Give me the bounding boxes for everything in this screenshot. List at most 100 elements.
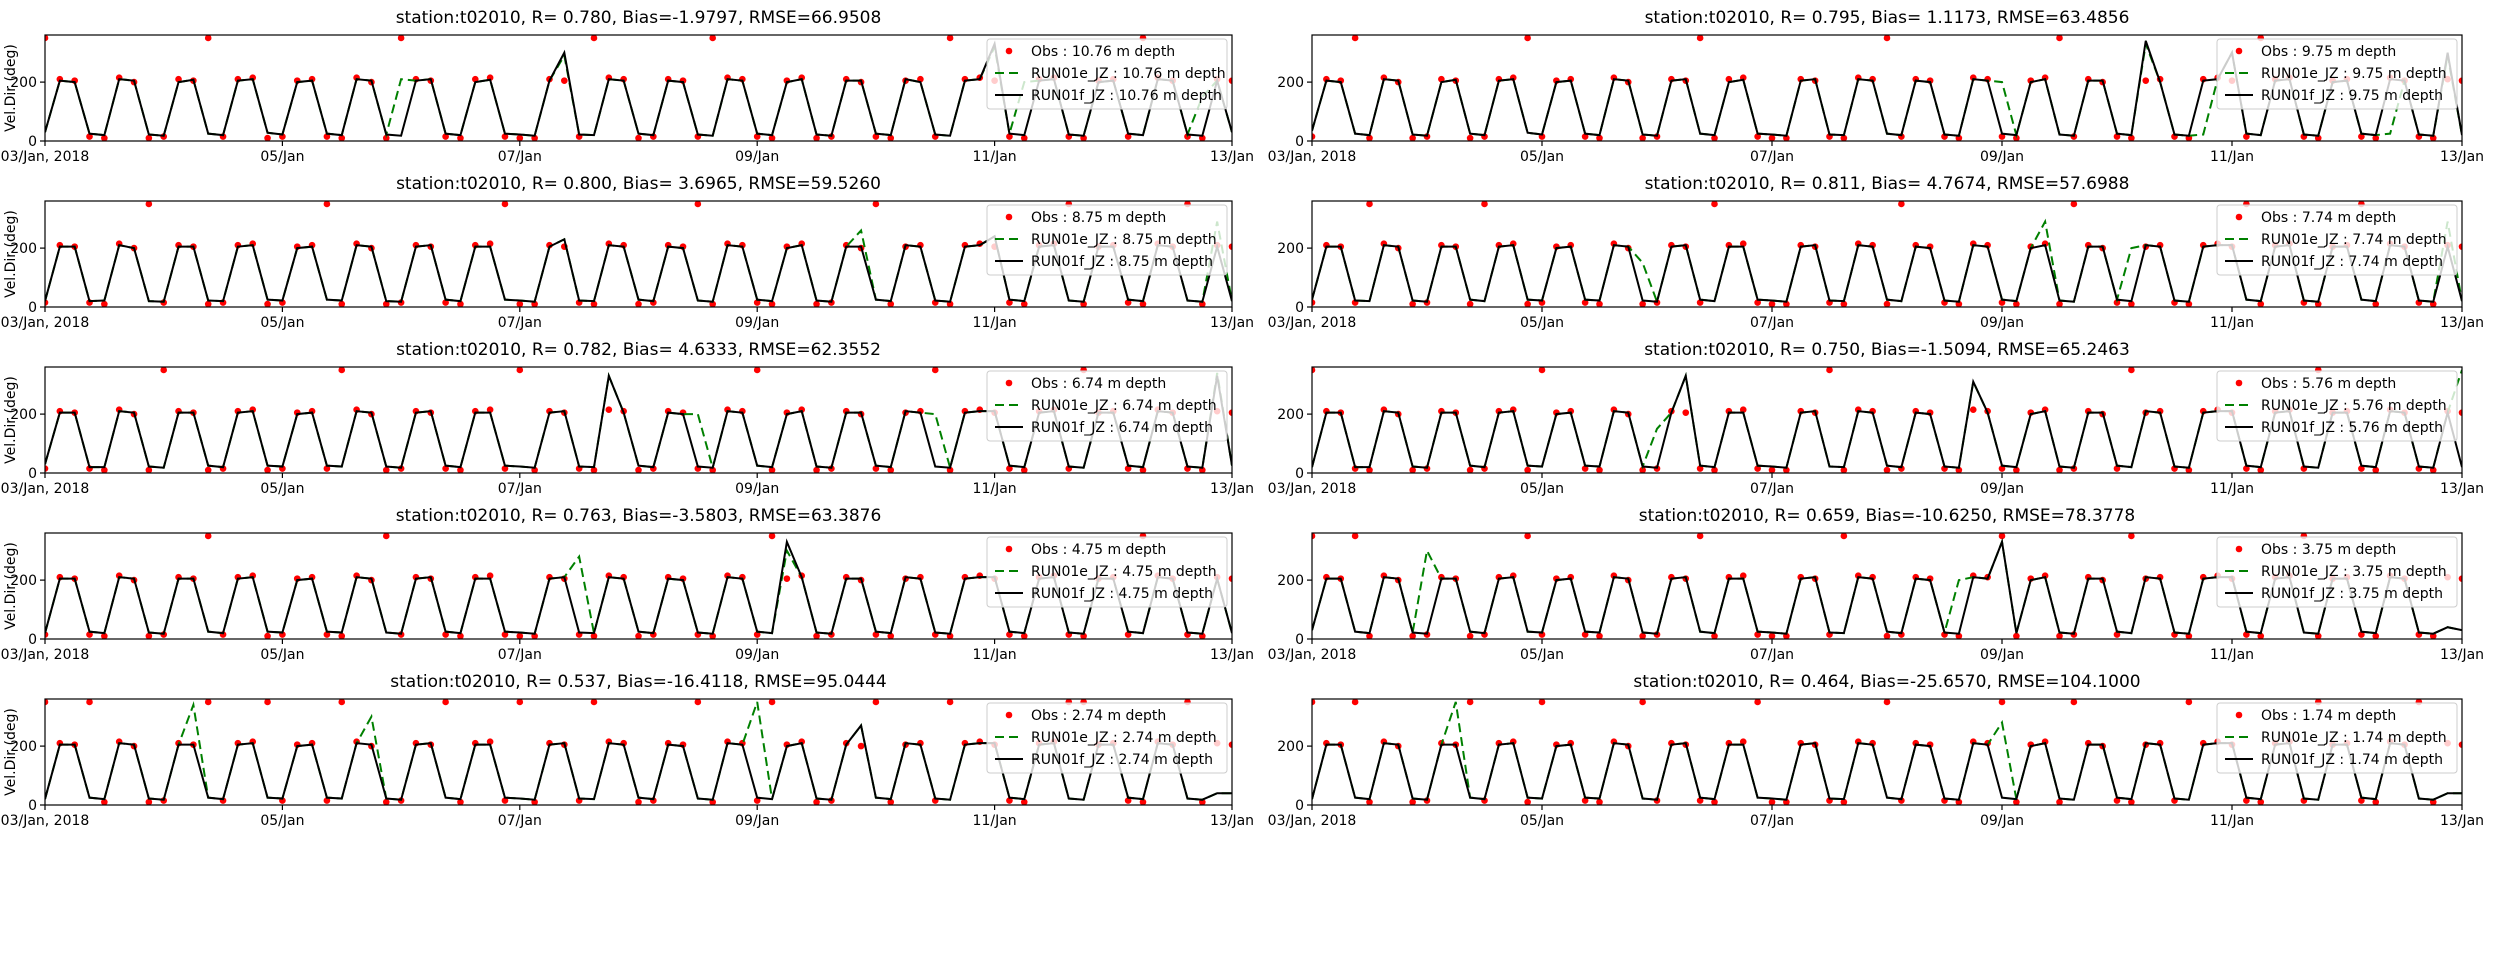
y-tick-label: 0 [1295,300,1304,316]
obs-point [323,797,331,804]
legend-marker [2235,545,2243,553]
obs-point [635,300,642,307]
subplot: station:t02010, R= 0.659, Bias=-10.6250,… [1268,506,2484,663]
obs-point [2056,798,2063,805]
x-tick-label: 09/Jan [735,315,779,331]
obs-point [1139,300,1147,307]
obs-point [2358,133,2365,140]
obs-point [338,632,346,639]
x-tick-label: 13/Jan [1210,481,1254,497]
obs-point [175,75,182,83]
x-tick-label: 05/Jan [1520,481,1564,497]
obs-point [931,367,939,374]
legend-label: RUN01f_JZ : 10.76 m depth [1031,88,1222,104]
legend-box [986,536,1228,608]
obs-point [1998,699,2006,706]
obs-point [1124,465,1132,472]
obs-point [1639,466,1646,473]
obs-point [323,631,331,638]
legend-marker [2235,711,2243,719]
obs-point [145,632,153,639]
obs-point [1739,406,1747,413]
x-tick-label: 03/Jan, 2018 [1,149,90,165]
y-tick-label: 0 [1295,466,1304,482]
obs-point [2070,699,2078,706]
legend-label: RUN01e_JZ : 6.74 m depth [1031,398,1217,414]
obs-point [590,300,598,307]
obs-point [2185,699,2193,706]
obs-point [1581,133,1589,140]
legend-label: RUN01e_JZ : 1.74 m depth [2261,730,2447,746]
obs-point [2358,631,2365,638]
y-tick-label: 200 [1277,241,1304,257]
obs-point [1883,699,1891,706]
subplot: station:t02010, R= 0.537, Bias=-16.4118,… [1,672,1254,829]
obs-point [145,466,153,473]
obs-point [1639,699,1646,706]
obs-point [1006,299,1013,306]
y-tick-label: 200 [10,573,37,589]
x-tick-label: 09/Jan [735,813,779,829]
legend-box [2216,370,2458,442]
obs-point [887,134,895,141]
obs-point [1524,300,1531,307]
obs-point [1466,300,1474,307]
obs-point [753,797,761,804]
obs-point [768,533,776,540]
obs-point [768,300,776,307]
obs-point [1711,134,1718,141]
obs-point [1466,466,1474,473]
legend-box [2216,702,2458,774]
obs-point [2013,300,2020,307]
obs-point [1366,632,1373,639]
x-tick-label: 09/Jan [1980,813,2024,829]
obs-point [397,35,405,42]
x-tick-label: 09/Jan [735,149,779,165]
obs-point [1696,533,1704,540]
obs-point [2257,798,2265,805]
legend-label: Obs : 3.75 m depth [2261,542,2396,558]
obs-point [2243,465,2250,472]
obs-point [1639,134,1646,141]
legend: Obs : 7.74 m depth RUN01e_JZ : 7.74 m dep… [2216,204,2458,276]
legend-label: Obs : 6.74 m depth [1031,376,1166,392]
obs-point [887,300,895,307]
obs-point [86,133,93,140]
subplot: station:t02010, R= 0.782, Bias= 4.6333, … [1,340,1254,497]
obs-point [2113,631,2121,638]
legend-marker [1005,379,1013,387]
axes-frame [1311,698,2463,806]
x-tick-label: 07/Jan [498,315,542,331]
obs-point [501,133,509,140]
obs-point [694,201,702,208]
legend: Obs : 6.74 m depth RUN01e_JZ : 6.74 m dep… [986,370,1228,442]
legend-label: Obs : 10.76 m depth [1031,44,1175,60]
obs-point [887,798,895,805]
obs-point [382,466,390,473]
obs-point [516,134,524,141]
obs-point [1840,533,1848,540]
obs-point [1124,299,1132,306]
obs-point [2142,77,2150,84]
obs-point [338,699,346,706]
x-tick-label: 03/Jan, 2018 [1268,315,1357,331]
x-tick-label: 03/Jan, 2018 [1,813,90,829]
obs-point [204,300,212,307]
obs-point [264,699,271,706]
obs-point [2113,465,2121,472]
obs-point [264,466,271,473]
obs-point [145,134,153,141]
obs-point [590,632,598,639]
x-tick-label: 03/Jan, 2018 [1,647,90,663]
axes-frame [1311,34,2463,142]
obs-point [1312,367,1316,374]
obs-point [590,699,598,706]
subplot-title: station:t02010, R= 0.811, Bias= 4.7674, … [1645,174,2130,194]
obs-point [2372,134,2380,141]
obs-point [1312,133,1316,140]
subplot-title: station:t02010, R= 0.800, Bias= 3.6965, … [396,174,881,194]
obs-point [605,406,613,413]
obs-point [1711,632,1718,639]
y-tick-label: 0 [28,300,37,316]
obs-point [323,465,331,472]
